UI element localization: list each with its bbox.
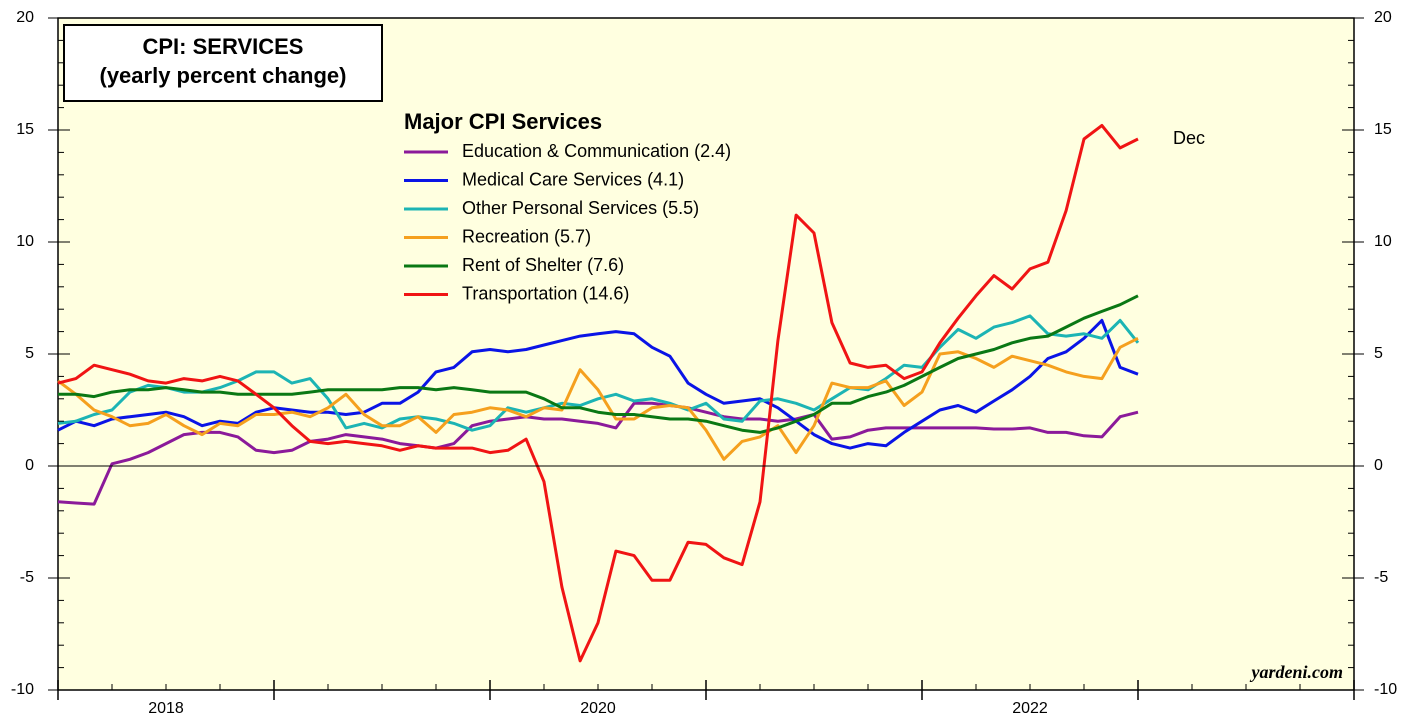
- y-tick-label: -10: [11, 681, 34, 698]
- y2-tick-label: -5: [1374, 569, 1388, 586]
- plot-area: [57, 17, 1355, 691]
- y-tick-label: 5: [25, 345, 34, 362]
- y2-tick-label: 0: [1374, 457, 1383, 474]
- y2-tick-label: 20: [1374, 9, 1392, 26]
- legend-label: Transportation (14.6): [462, 283, 629, 303]
- title-box: [63, 24, 383, 102]
- chart-subtitle: (yearly percent change): [100, 63, 347, 88]
- series-line: [58, 294, 1139, 434]
- y-tick-label: 15: [16, 121, 34, 138]
- series-line: [57, 336, 1139, 461]
- y-tick-label: 10: [16, 233, 34, 250]
- x-tick-label: 2022: [1012, 700, 1048, 717]
- chart-title: CPI: SERVICES: [143, 34, 304, 59]
- legend-label: Rent of Shelter (7.6): [462, 255, 624, 275]
- source: yardeni.com: [1250, 662, 1344, 682]
- x-tick-label: 2018: [148, 700, 184, 717]
- legend-label: Recreation (5.7): [462, 226, 591, 246]
- marks: [57, 124, 1140, 663]
- y2-tick-label: 5: [1374, 345, 1383, 362]
- annotation: Dec: [1173, 128, 1205, 148]
- legend-label: Education & Communication (2.4): [462, 141, 731, 161]
- y-tick-label: 20: [16, 9, 34, 26]
- y2-tick-label: 10: [1374, 233, 1392, 250]
- series-line: [57, 401, 1139, 506]
- y-tick-label: 0: [25, 457, 34, 474]
- series-line: [57, 318, 1139, 450]
- legend-label: Medical Care Services (4.1): [462, 169, 684, 189]
- legend-label: Other Personal Services (5.5): [462, 198, 699, 218]
- series-line: [57, 124, 1139, 663]
- x-tick-label: 2020: [580, 700, 616, 717]
- legend-title: Major CPI Services: [404, 109, 602, 134]
- y2-tick-label: -10: [1374, 681, 1397, 698]
- y-tick-label: -5: [20, 569, 34, 586]
- y2-tick-label: 15: [1374, 121, 1392, 138]
